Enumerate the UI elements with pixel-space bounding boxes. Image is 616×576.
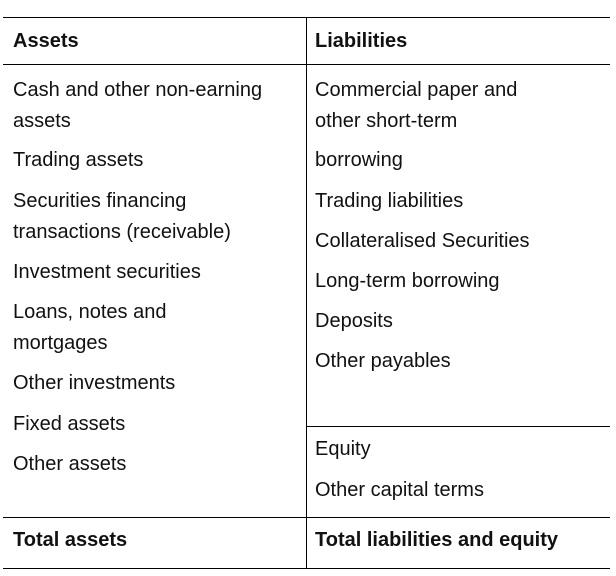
asset-other: Other assets — [13, 453, 127, 475]
asset-trading: Trading assets — [13, 149, 144, 171]
asset-other-investments: Other investments — [13, 372, 176, 394]
total-liabilities-and-equity: Total liabilities and equity — [315, 529, 558, 551]
asset-loans-line2: mortgages — [13, 332, 108, 354]
liability-trading: Trading liabilities — [315, 190, 464, 212]
liability-collateralised: Collateralised Securities — [315, 230, 530, 252]
equity-item: Equity — [315, 438, 371, 460]
asset-securities-line1: Securities financing — [13, 190, 187, 212]
column-divider — [306, 17, 307, 569]
asset-loans-line1: Loans, notes and — [13, 301, 167, 323]
liability-commercial-paper-line2: other short-term — [315, 110, 458, 132]
liabilities-header: Liabilities — [315, 30, 408, 52]
asset-investment-securities: Investment securities — [13, 261, 201, 283]
liability-borrowing: borrowing — [315, 149, 403, 171]
liability-other-payables: Other payables — [315, 350, 451, 372]
other-capital-terms: Other capital terms — [315, 479, 484, 501]
total-assets: Total assets — [13, 529, 128, 551]
asset-cash-line2: assets — [13, 110, 71, 132]
equity-separator-rule — [306, 426, 610, 427]
liability-commercial-paper-line1: Commercial paper and — [315, 79, 518, 101]
asset-securities-line2: transactions (receivable) — [13, 221, 231, 243]
asset-fixed: Fixed assets — [13, 413, 126, 435]
balance-sheet-table: Assets Liabilities Cash and other non-ea… — [3, 17, 610, 569]
assets-header: Assets — [13, 30, 79, 52]
asset-cash-line1: Cash and other non-earning — [13, 79, 263, 101]
liability-deposits: Deposits — [315, 310, 393, 332]
liability-long-term-borrowing: Long-term borrowing — [315, 270, 500, 292]
